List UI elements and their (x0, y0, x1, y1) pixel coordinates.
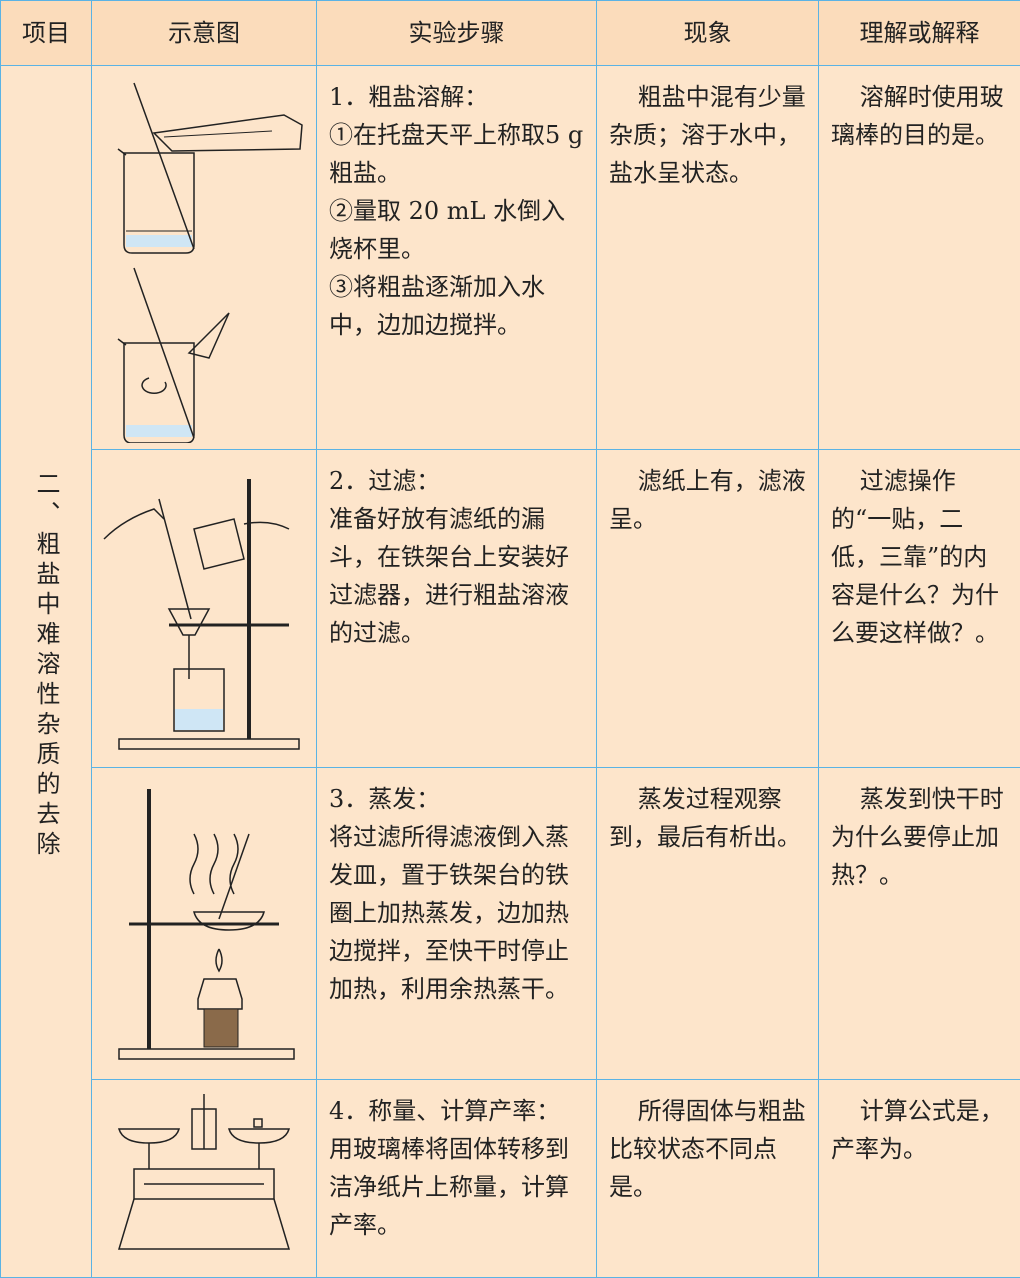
table-row: 3．蒸发： 将过滤所得滤液倒入蒸发皿，置于铁架台的铁圈上加热蒸发，边加热边搅拌，至… (1, 767, 1020, 1080)
steps-cell: 3．蒸发： 将过滤所得滤液倒入蒸发皿，置于铁架台的铁圈上加热蒸发，边加热边搅拌，至… (316, 767, 597, 1080)
phenomenon-cell: 所得固体与粗盐比较状态不同点是。 (596, 1079, 819, 1278)
header-cell: 现象 (596, 0, 819, 66)
table-body: 二、粗盐中难溶性杂质的去除 1．粗盐溶解： ①在托盘天平上称取5 g粗盐。 ②量取 … (0, 65, 1020, 1278)
step-line: ①在托盘天平上称取5 g粗盐。 (329, 121, 584, 187)
step-line: 准备好放有滤纸的漏斗，在铁架台上安装好过滤器，进行粗盐溶液的过滤。 (329, 505, 569, 647)
steps-cell: 4．称量、计算产率： 用玻璃棒将固体转移到洁净纸片上称量，计算产率。 (316, 1079, 597, 1278)
cell-text: 计算公式是 (859, 1097, 980, 1125)
step-line: ③将粗盐逐渐加入水中，边加边搅拌。 (329, 273, 545, 339)
cell-text: 所得固体与粗盐比较状态不同点是 (609, 1097, 806, 1201)
step-line: 用玻璃棒将固体转移到洁净纸片上称量，计算产率。 (329, 1135, 569, 1239)
header-cell: 示意图 (91, 0, 317, 66)
cell-text: 杂质；溶于水中，盐水呈 (609, 121, 801, 187)
cell-text: 。 (975, 619, 999, 647)
explanation-cell: 蒸发到快干时为什么要停止加热？。 (818, 767, 1020, 1080)
balance-figure (117, 1093, 291, 1250)
cell-text: 。 (633, 505, 657, 533)
phenomenon-cell: 蒸发过程观察到，最后有析出。 (596, 767, 819, 1080)
step-line: ②量取 20 mL 水倒入烧杯里。 (329, 197, 566, 263)
cell-text: 状态。 (681, 159, 753, 187)
cell-text: 溶解时使用玻璃棒的目的是 (831, 83, 1004, 149)
cell-text: ，滤液呈 (609, 467, 806, 533)
figure-cell (91, 1079, 317, 1278)
steps-cell: 1．粗盐溶解： ①在托盘天平上称取5 g粗盐。 ②量取 20 mL 水倒入烧杯里。 ③… (316, 65, 597, 450)
step-line: 4．称量、计算产率： (329, 1097, 561, 1125)
table-row: 4．称量、计算产率： 用玻璃棒将固体转移到洁净纸片上称量，计算产率。 所得固体与粗盐… (1, 1079, 1020, 1278)
cell-text: 蒸发过程观察到 (609, 785, 782, 851)
header-cell: 实验步骤 (316, 0, 597, 66)
explanation-cell: 过滤操作的“一贴，二低，三靠”的内容是什么？为什么要这样做？。 (818, 449, 1020, 768)
phenomenon-cell: 滤纸上有，滤液呈。 (596, 449, 819, 768)
step-line: 将过滤所得滤液倒入蒸发皿，置于铁架台的铁圈上加热蒸发，边加热边搅拌，至快干时停止… (329, 823, 569, 1003)
step-line: 1．粗盐溶解： (329, 83, 489, 111)
figure-cell (91, 449, 317, 768)
table-row: 2．过滤： 准备好放有滤纸的漏斗，在铁架台上安装好过滤器，进行粗盐溶液的过滤。 滤纸… (1, 449, 1020, 768)
cell-text: 蒸发到快干时为什么要停止加热？ (831, 785, 1004, 889)
steps-cell: 2．过滤： 准备好放有滤纸的漏斗，在铁架台上安装好过滤器，进行粗盐溶液的过滤。 (316, 449, 597, 768)
table-row: 二、粗盐中难溶性杂质的去除 1．粗盐溶解： ①在托盘天平上称取5 g粗盐。 ②量取 … (0, 65, 1020, 1278)
explanation-cell: 溶解时使用玻璃棒的目的是。 (818, 65, 1020, 450)
figure-cell (91, 65, 317, 450)
explanation-cell: 计算公式是，产率为。 (818, 1079, 1020, 1278)
section-cell: 二、粗盐中难溶性杂质的去除 (0, 65, 92, 1278)
filter-figure (103, 478, 300, 750)
header-cell: 理解或解释 (818, 0, 1020, 66)
cell-text: 。 (975, 121, 999, 149)
cell-text: 滤纸上有 (637, 467, 734, 495)
section-label: 二、粗盐中难溶性杂质的去除 (32, 471, 60, 861)
cell-text: 过滤操作的“一贴，二低，三靠”的内容是什么？为什么要这样做？ (831, 467, 999, 647)
cell-text: 。 (903, 1135, 927, 1163)
header-row: 项目 示意图 实验步骤 现象 理解或解释 (0, 0, 1020, 66)
phenomenon-cell: 粗盐中混有少量杂质；溶于水中，盐水呈状态。 (596, 65, 819, 450)
step-line: 3．蒸发： (329, 785, 441, 813)
cell-text: 析出。 (729, 823, 801, 851)
cell-text: 。 (633, 1173, 657, 1201)
header-cell: 项目 (0, 0, 92, 66)
cell-text: ，产率为 (831, 1097, 1004, 1163)
cell-text: 粗盐中混有少量 (637, 83, 806, 111)
figure-cell (91, 767, 317, 1080)
step-line: 2．过滤： (329, 467, 441, 495)
dissolve-figure (117, 82, 303, 443)
evaporate-figure (118, 788, 295, 1060)
cell-text: 。 (879, 861, 903, 889)
cell-text: ，最后有 (633, 823, 729, 851)
